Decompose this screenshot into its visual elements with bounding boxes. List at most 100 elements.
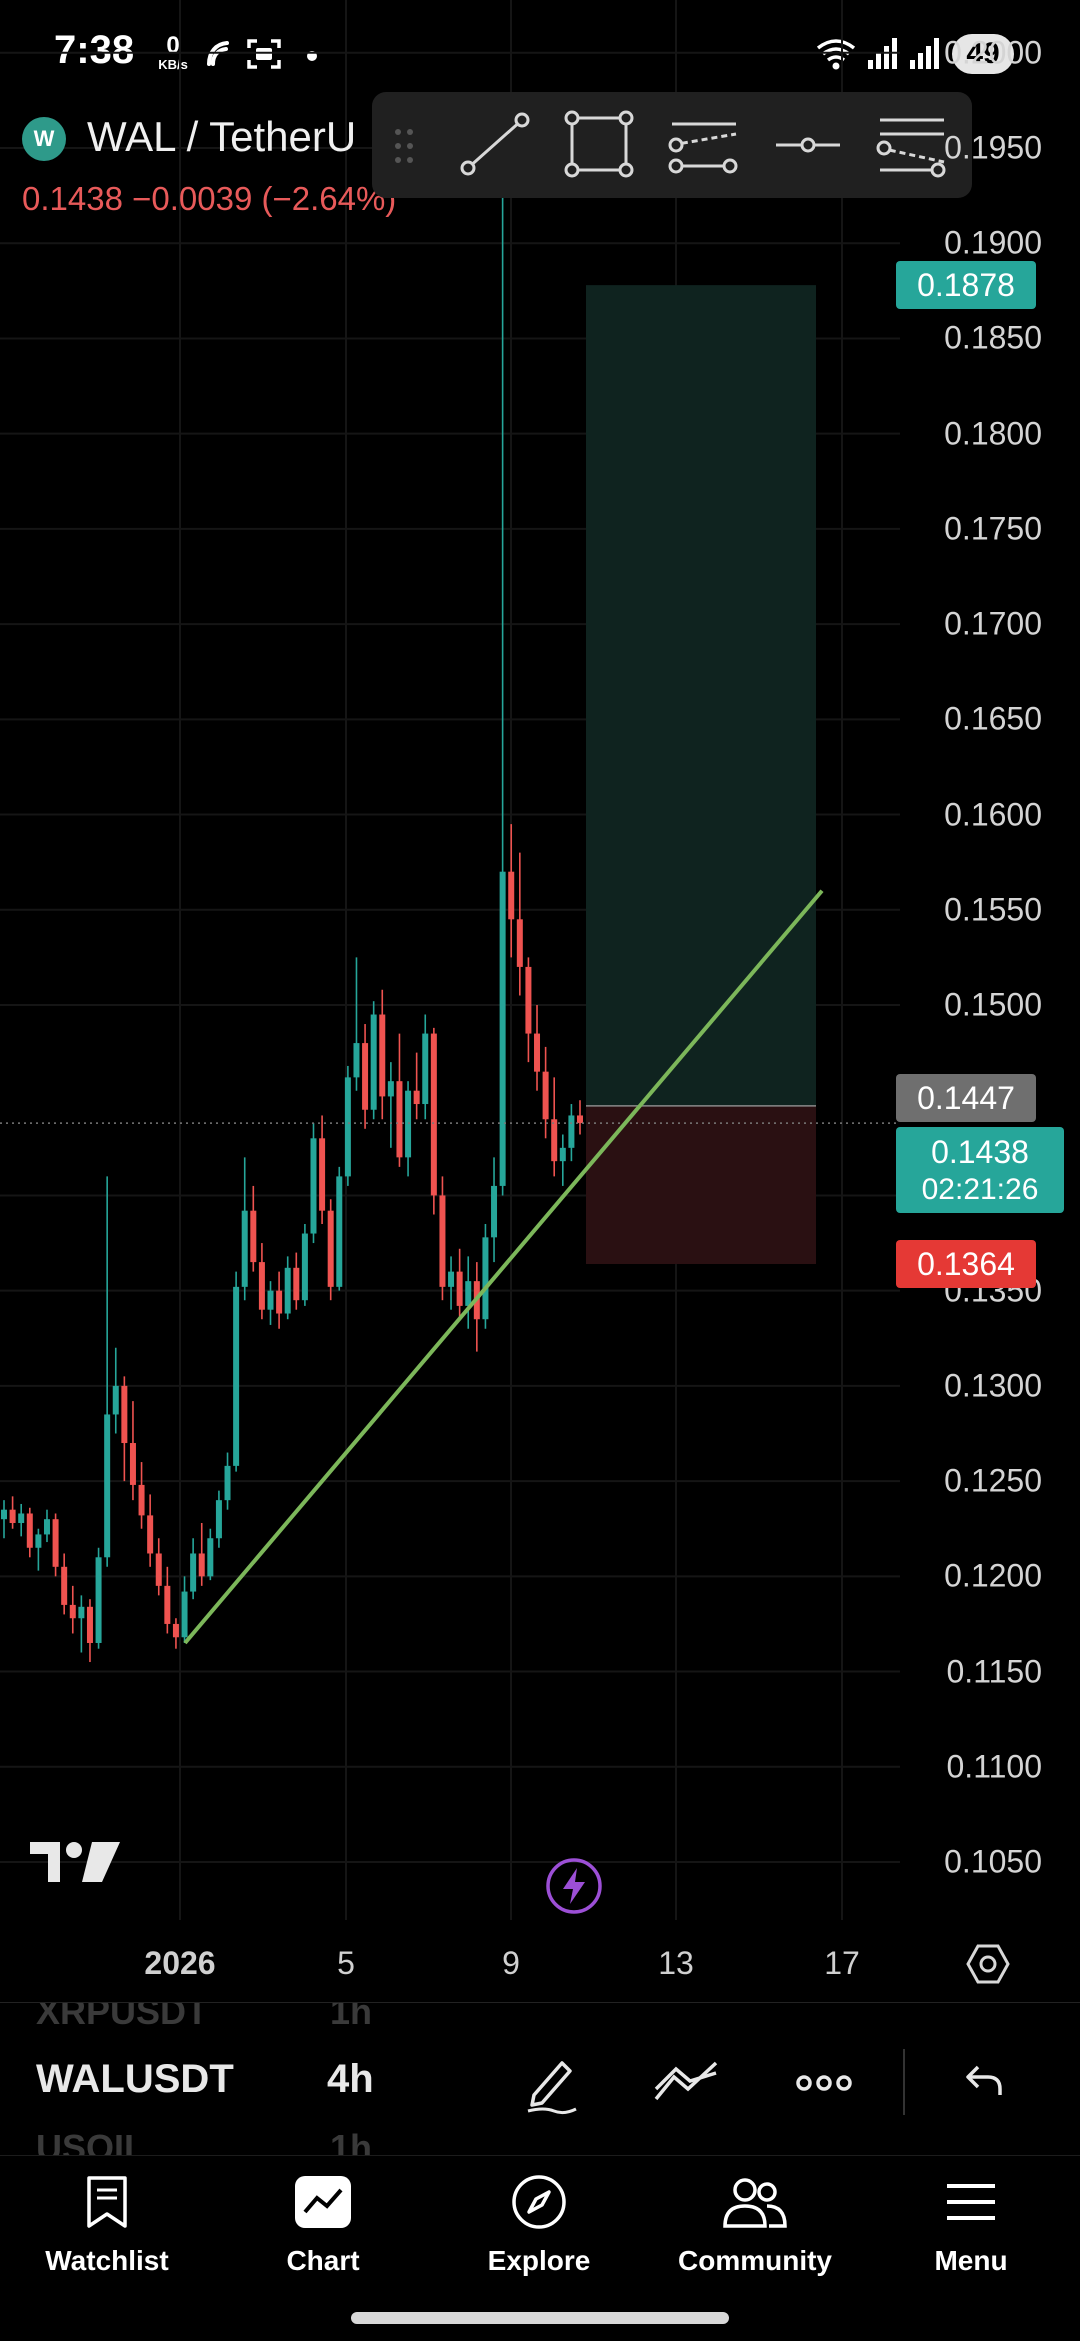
candle-body — [61, 1566, 68, 1605]
candle — [405, 1081, 412, 1177]
candle-body — [112, 1385, 119, 1415]
pencil-draw-icon[interactable] — [524, 2051, 580, 2115]
symbol-switcher[interactable]: XRPUSDT 1h WALUSDT 4h USOIL 1h — [0, 2002, 1080, 2155]
candle-body — [121, 1385, 128, 1444]
price-axis-label: 0.1800 — [944, 415, 1042, 452]
candle-body — [1, 1509, 7, 1520]
candle-body — [69, 1604, 76, 1619]
candle — [207, 1528, 214, 1581]
candle — [78, 1595, 85, 1653]
candle — [456, 1248, 463, 1320]
next-symbol[interactable]: USOIL — [36, 2127, 147, 2155]
candle-body — [95, 1557, 102, 1643]
prev-symbol[interactable]: XRPUSDT — [36, 2002, 209, 2032]
nav-menu[interactable]: Menu — [871, 2174, 1071, 2277]
trendline — [183, 889, 824, 1645]
undo-icon[interactable] — [964, 2063, 1004, 2099]
current-interval[interactable]: 4h — [327, 2057, 374, 2101]
candle-body — [250, 1210, 257, 1263]
horizontal-line-tool-icon[interactable] — [768, 110, 848, 180]
chart-settings-icon[interactable] — [966, 1942, 1010, 1986]
nav-watchlist[interactable]: Watchlist — [7, 2174, 207, 2277]
candle — [52, 1513, 59, 1577]
nav-chart[interactable]: Chart — [223, 2174, 423, 2277]
candle-body — [362, 1043, 369, 1110]
price-axis-label: 0.1850 — [944, 319, 1042, 356]
community-icon — [723, 2178, 787, 2228]
candle — [516, 852, 523, 996]
candle-body — [336, 1176, 343, 1287]
chart-overlays — [0, 889, 900, 1645]
bottom-nav: Watchlist Chart Explore Community Menu — [0, 2155, 1080, 2341]
price-axis-label: 0.1600 — [944, 796, 1042, 833]
candle-body — [422, 1033, 429, 1105]
candle-body — [190, 1553, 197, 1592]
candle — [559, 1134, 566, 1186]
candle-body — [224, 1465, 231, 1501]
candle-body — [233, 1286, 240, 1466]
candle-body — [327, 1210, 334, 1287]
indicators-icon[interactable] — [652, 2059, 722, 2107]
candle — [26, 1507, 33, 1558]
candle-body — [267, 1290, 274, 1310]
prev-interval: 1h — [330, 2002, 373, 2032]
candle — [379, 989, 386, 1120]
price-axis-label: 0.1150 — [946, 1653, 1043, 1690]
status-bar: 7:38 0 KB/s 49 — [0, 0, 1080, 90]
date-axis-label: 17 — [824, 1945, 860, 1981]
parallel-channel-tool-icon[interactable] — [664, 110, 744, 180]
candle-body — [35, 1534, 42, 1548]
price-axis-label: 0.1250 — [944, 1462, 1042, 1499]
candle-body — [448, 1271, 455, 1287]
candle — [301, 1224, 308, 1306]
nav-chart-label: Chart — [286, 2245, 360, 2276]
entry-price-tag: 0.1447 — [896, 1073, 1036, 1122]
price-chart[interactable] — [0, 0, 1080, 1920]
candle-body — [499, 871, 506, 1186]
candle-body — [207, 1538, 214, 1577]
nav-explore[interactable]: Explore — [439, 2174, 639, 2277]
candle — [276, 1271, 283, 1329]
drawing-toolbar — [372, 92, 972, 198]
candle-body — [284, 1267, 291, 1314]
current-symbol[interactable]: WALUSDT — [36, 2057, 234, 2101]
candle — [258, 1243, 265, 1320]
candle — [43, 1509, 50, 1543]
nav-explore-label: Explore — [487, 2245, 591, 2276]
candle-body — [482, 1237, 489, 1320]
candle — [35, 1528, 42, 1571]
symbol-price-change: 0.1438 −0.0039 (−2.64%) — [22, 180, 397, 217]
candle-body — [319, 1138, 326, 1211]
candles — [1, 119, 583, 1663]
date-axis-label: 9 — [502, 1945, 520, 1981]
candle-body — [26, 1513, 33, 1548]
candle — [319, 1115, 326, 1225]
nav-community[interactable]: Community — [655, 2174, 855, 2277]
candle — [525, 957, 532, 1063]
home-indicator[interactable] — [351, 2312, 729, 2324]
candle-body — [164, 1585, 171, 1624]
symbol-name[interactable]: WAL / TetherU — [87, 113, 357, 160]
candle — [267, 1281, 274, 1325]
target-price-tag: 0.1878 — [896, 261, 1036, 310]
candle — [465, 1256, 472, 1329]
more-icon[interactable] — [794, 2071, 854, 2095]
price-axis-label: 0.1950 — [944, 129, 1042, 166]
nav-watchlist-label: Watchlist — [45, 2245, 169, 2276]
fib-retracement-tool-icon[interactable] — [872, 110, 952, 180]
candle — [215, 1490, 222, 1548]
candle-body — [86, 1606, 93, 1643]
rectangle-tool-icon[interactable] — [560, 110, 640, 180]
stop-price-tag: 0.1364 — [896, 1240, 1036, 1288]
candle — [18, 1503, 25, 1537]
candle — [482, 1224, 489, 1329]
candle-body — [456, 1271, 463, 1306]
lightning-icon[interactable] — [544, 1856, 604, 1916]
next-interval: 1h — [330, 2127, 373, 2155]
price-axis-label: 0.2000 — [944, 34, 1042, 71]
candle-body — [138, 1484, 145, 1516]
candle-body — [491, 1185, 498, 1238]
trend-line-tool-icon[interactable] — [456, 110, 536, 180]
candle-body — [147, 1515, 154, 1554]
drag-handle-icon[interactable] — [392, 126, 416, 166]
